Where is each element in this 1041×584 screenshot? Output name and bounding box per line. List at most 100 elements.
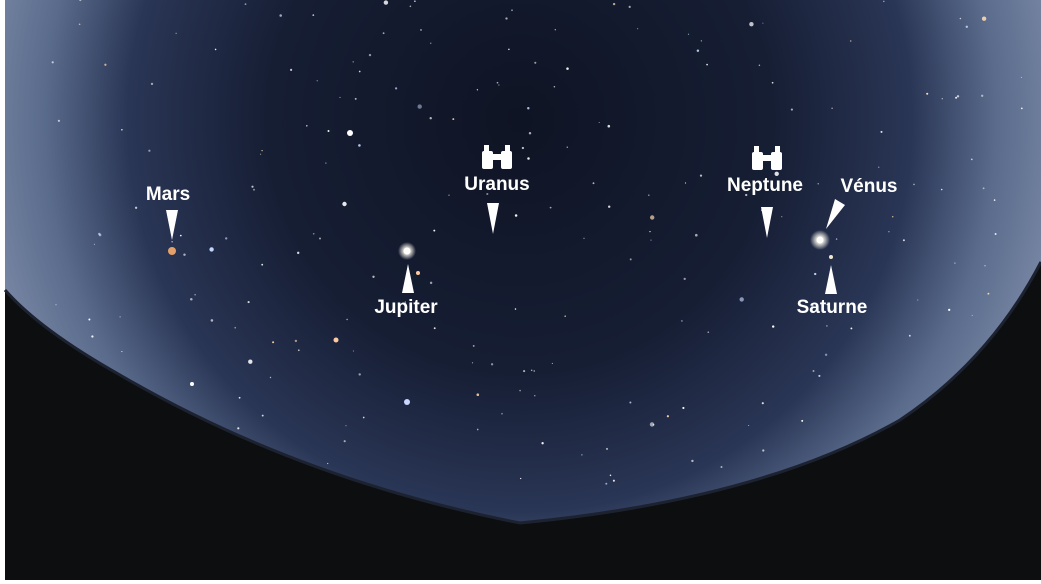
star [682,407,684,409]
star [966,26,968,28]
star [194,294,195,295]
star [253,189,255,191]
star [359,373,361,375]
star [850,40,852,42]
star [477,429,479,431]
star [762,402,764,404]
star [685,182,686,183]
star [818,375,820,377]
star [552,363,553,364]
star [813,370,815,372]
star [888,231,889,232]
star [610,475,612,477]
star [239,397,241,399]
star [913,184,915,186]
star [88,319,90,321]
star [119,316,120,317]
star [519,390,521,392]
star [697,50,699,52]
star [359,71,361,73]
star [298,349,300,351]
star [215,49,217,51]
star [211,319,214,322]
star [148,150,150,152]
star [550,207,552,209]
star [818,183,819,184]
star [234,327,236,329]
star [395,87,397,89]
star [534,395,535,396]
star [410,6,412,8]
star [245,3,247,5]
star [982,17,986,21]
star [477,393,480,396]
star [878,167,879,168]
star [749,22,753,26]
star [369,54,371,56]
star [541,442,543,444]
star [960,18,962,20]
star [1021,108,1023,110]
star [99,234,102,237]
star [511,9,513,11]
star [279,14,282,17]
star [151,83,153,85]
star [515,214,518,217]
star [251,186,253,188]
star [355,98,357,100]
star [270,377,271,378]
star [508,49,509,50]
star [649,231,650,232]
star [613,3,615,5]
star [759,65,761,67]
star [684,278,686,280]
star [522,147,524,149]
star [58,120,60,122]
star [225,237,227,239]
star [176,33,177,34]
star [700,174,702,176]
star [957,95,959,97]
star [498,84,499,85]
star [527,157,530,160]
star [261,150,262,151]
star [825,354,827,356]
star [262,415,264,417]
star [554,86,555,87]
star [344,440,346,442]
star [327,463,328,464]
star [209,247,213,251]
planet [829,255,833,259]
star [814,273,816,275]
star [319,238,321,240]
star [691,460,693,462]
star [772,82,774,84]
star [353,61,354,62]
star [926,93,928,95]
star [629,6,631,8]
star [531,370,533,372]
star [345,425,346,426]
planet-label: Jupiter [374,297,438,318]
star [534,62,536,64]
star [430,117,432,119]
star [903,239,905,241]
star [791,109,793,111]
star [954,262,955,263]
star [306,125,308,127]
star [358,144,361,147]
star [501,413,503,415]
star [648,194,650,196]
star [94,244,95,245]
star [892,216,893,217]
star [353,350,354,351]
star [1021,77,1022,78]
star [984,265,985,266]
star [295,340,297,342]
star [583,238,584,239]
star [706,64,708,66]
star [581,454,582,455]
star [826,325,828,327]
planet-label: Vénus [840,176,897,197]
star [180,235,182,237]
